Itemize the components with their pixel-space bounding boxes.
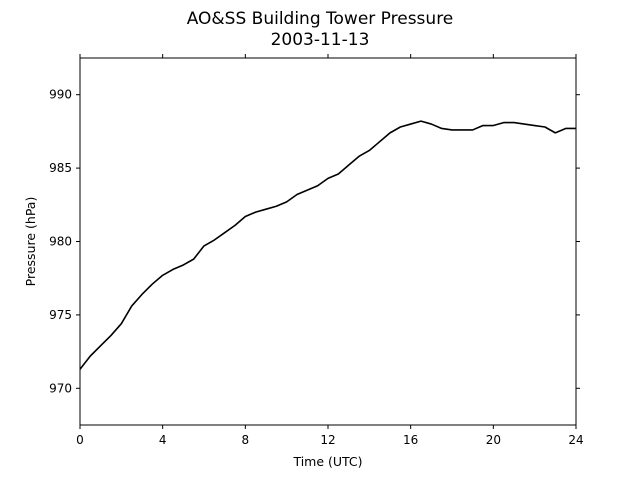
x-tick-label: 0 (76, 433, 84, 447)
x-tick-label: 20 (486, 433, 501, 447)
chart-subtitle: 2003-11-13 (271, 30, 370, 50)
x-tick-label: 16 (403, 433, 418, 447)
x-tick-label: 24 (568, 433, 583, 447)
y-tick-label: 975 (49, 308, 72, 322)
chart-marks: 0 4 8 12 16 20 24 970 975 980 985 990 (49, 54, 584, 447)
x-axis-label: Time (UTC) (292, 454, 362, 469)
x-tick-label: 12 (320, 433, 335, 447)
y-tick-label: 970 (49, 381, 72, 395)
y-tick-label: 985 (49, 161, 72, 175)
y-tick-label: 990 (49, 88, 72, 102)
x-tick-label: 8 (242, 433, 250, 447)
chart-title: AO&SS Building Tower Pressure (187, 9, 454, 29)
x-tick-label: 4 (159, 433, 167, 447)
plot-frame (79, 57, 577, 426)
y-axis-label: Pressure (hPa) (23, 197, 38, 287)
pressure-series-line (79, 120, 576, 370)
y-tick-label: 980 (49, 235, 72, 249)
